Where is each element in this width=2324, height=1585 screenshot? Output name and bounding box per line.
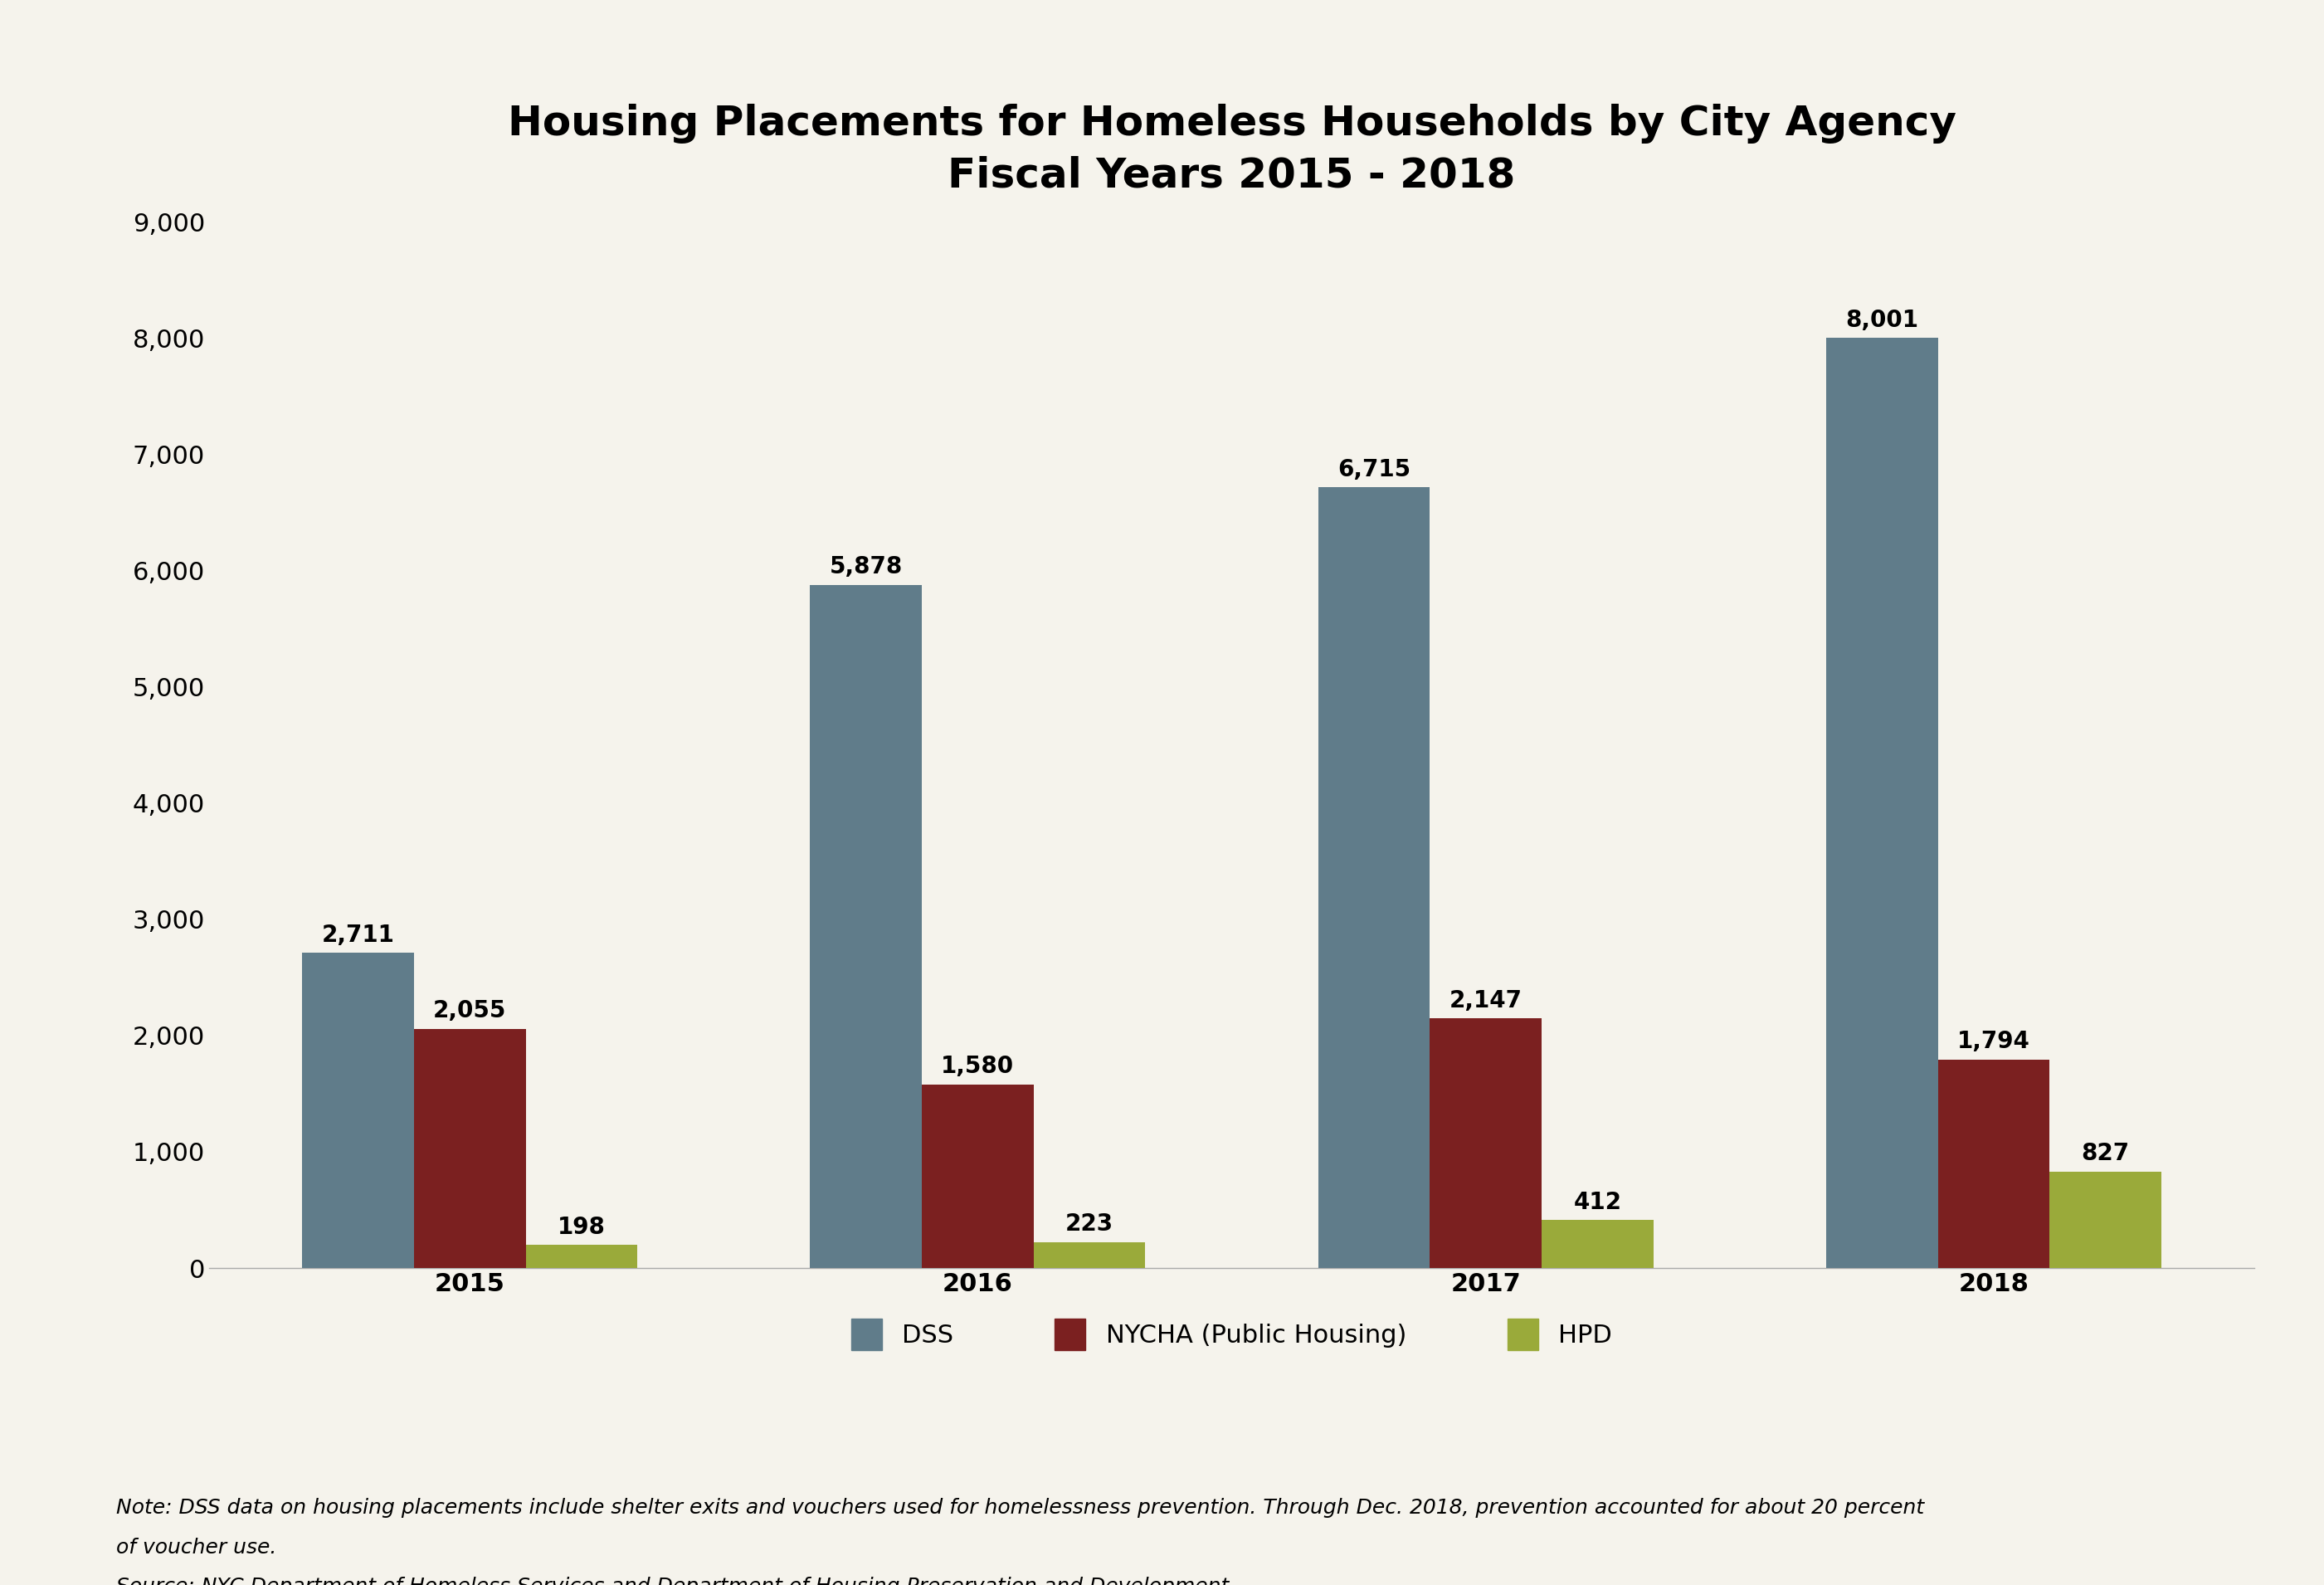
Text: 5,878: 5,878 bbox=[830, 555, 902, 579]
Title: Housing Placements for Homeless Households by City Agency
Fiscal Years 2015 - 20: Housing Placements for Homeless Househol… bbox=[507, 103, 1957, 195]
Bar bbox=[1034, 1243, 1146, 1268]
Text: 198: 198 bbox=[558, 1216, 607, 1238]
Bar bbox=[1541, 1220, 1652, 1268]
Text: of voucher use.: of voucher use. bbox=[116, 1537, 277, 1558]
Text: 2,711: 2,711 bbox=[321, 924, 395, 946]
Bar bbox=[1318, 488, 1429, 1268]
Text: 827: 827 bbox=[2082, 1143, 2129, 1165]
Text: 8,001: 8,001 bbox=[1845, 309, 1917, 331]
Text: Source: NYC Department of Homeless Services and Department of Housing Preservati: Source: NYC Department of Homeless Servi… bbox=[116, 1577, 1229, 1585]
Text: 2,055: 2,055 bbox=[432, 1000, 507, 1022]
Bar bbox=[302, 953, 414, 1268]
Text: 6,715: 6,715 bbox=[1336, 458, 1411, 482]
Text: 2,147: 2,147 bbox=[1450, 989, 1522, 1013]
Legend: DSS, NYCHA (Public Housing), HPD: DSS, NYCHA (Public Housing), HPD bbox=[841, 1309, 1622, 1360]
Text: 1,580: 1,580 bbox=[941, 1054, 1013, 1078]
Bar bbox=[2050, 1171, 2161, 1268]
Bar bbox=[1429, 1019, 1541, 1268]
Bar bbox=[525, 1244, 637, 1268]
Bar bbox=[414, 1029, 525, 1268]
Text: 1,794: 1,794 bbox=[1957, 1030, 2031, 1052]
Bar bbox=[1938, 1059, 2050, 1268]
Text: 412: 412 bbox=[1573, 1190, 1622, 1214]
Bar bbox=[811, 585, 923, 1268]
Text: Note: DSS data on housing placements include shelter exits and vouchers used for: Note: DSS data on housing placements inc… bbox=[116, 1498, 1924, 1518]
Bar bbox=[1827, 338, 1938, 1268]
Text: 223: 223 bbox=[1064, 1213, 1113, 1236]
Bar bbox=[923, 1084, 1034, 1268]
